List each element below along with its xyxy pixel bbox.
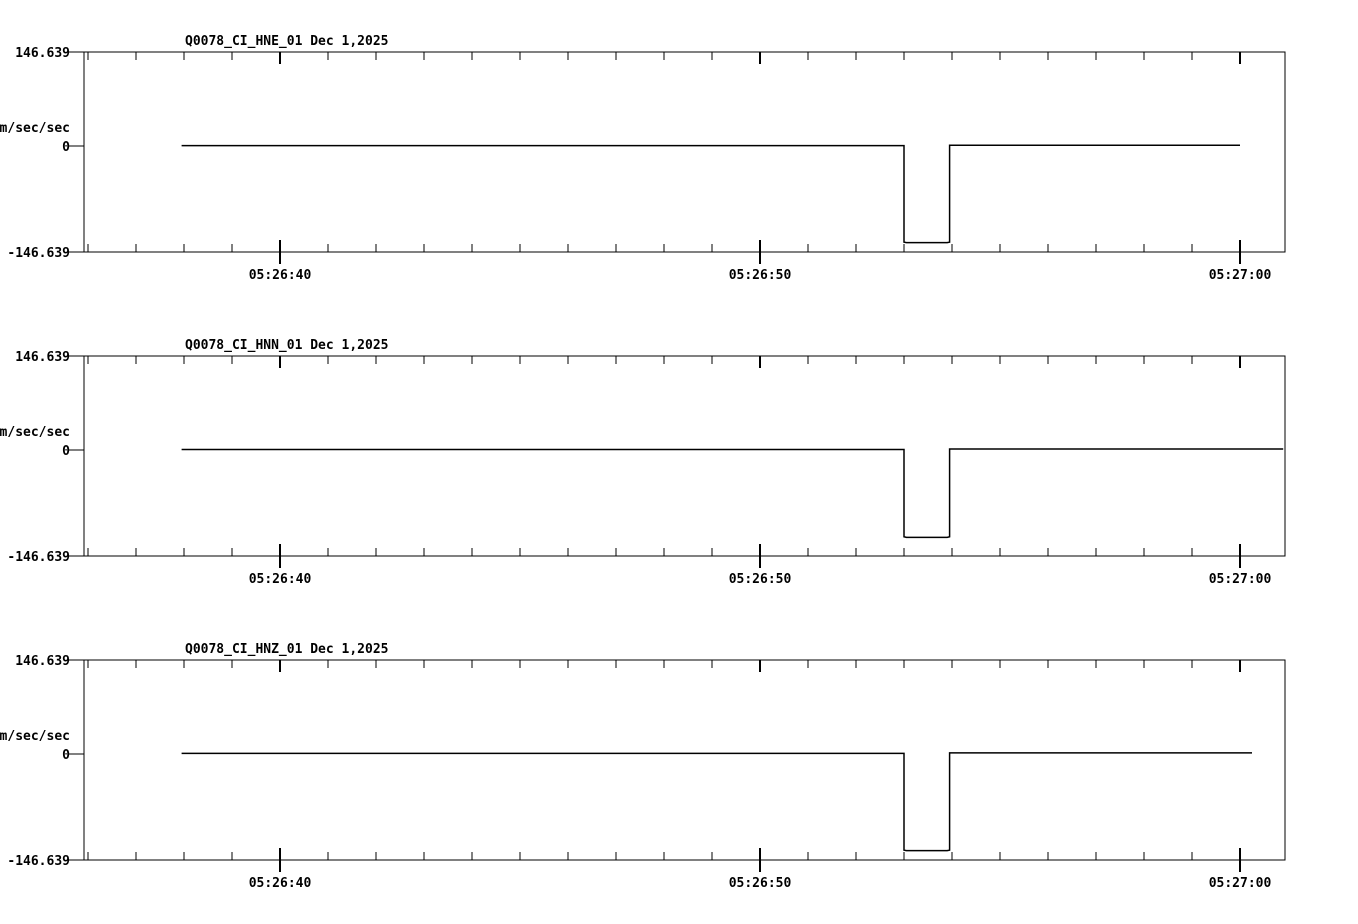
y-axis-min-label: -146.639 xyxy=(7,854,70,869)
waveform-trace xyxy=(181,448,1284,539)
seismogram-panel-hne: Q0078_CI_HNE_01 Dec 1,2025 146.639 cm/sec/… xyxy=(0,0,1358,300)
y-axis-units-label: cm/sec/sec xyxy=(0,121,70,136)
x-axis-tick-label: 05:27:00 xyxy=(1209,572,1272,587)
waveform-trace xyxy=(181,752,1252,852)
y-tick-marks xyxy=(68,51,84,253)
panel-title: Q0078_CI_HNN_01 Dec 1,2025 xyxy=(185,338,389,353)
y-tick-marks xyxy=(68,355,84,557)
y-axis-max-label: 146.639 xyxy=(15,350,70,365)
y-axis-max-label: 146.639 xyxy=(15,654,70,669)
y-axis-zero-label: 0 xyxy=(62,748,70,763)
x-axis-tick-label: 05:27:00 xyxy=(1209,876,1272,891)
x-axis-tick-label: 05:26:50 xyxy=(729,268,792,283)
y-tick-marks xyxy=(68,659,84,861)
y-axis-min-label: -146.639 xyxy=(7,246,70,261)
plot-frame xyxy=(83,51,1286,253)
x-tick-marks xyxy=(87,660,1241,872)
plot-frame xyxy=(83,659,1286,861)
y-axis-min-label: -146.639 xyxy=(7,550,70,565)
y-axis-zero-label: 0 xyxy=(62,444,70,459)
plot-frame xyxy=(83,355,1286,557)
x-axis-tick-label: 05:26:40 xyxy=(249,876,312,891)
y-axis-zero-label: 0 xyxy=(62,140,70,155)
plot-area: Q0078_CI_HNZ_01 Dec 1,2025 146.639 cm/sec/… xyxy=(0,642,1286,891)
x-tick-marks xyxy=(87,356,1241,568)
x-axis-tick-label: 05:26:40 xyxy=(249,268,312,283)
x-tick-marks xyxy=(87,52,1241,264)
y-axis-units-label: cm/sec/sec xyxy=(0,729,70,744)
seismogram-panel-hnz: Q0078_CI_HNZ_01 Dec 1,2025 146.639 cm/sec/… xyxy=(0,608,1358,908)
x-axis-tick-label: 05:26:50 xyxy=(729,876,792,891)
x-axis-tick-label: 05:27:00 xyxy=(1209,268,1272,283)
y-axis-units-label: cm/sec/sec xyxy=(0,425,70,440)
seismogram-panel-hnn: Q0078_CI_HNN_01 Dec 1,2025 146.639 cm/sec/… xyxy=(0,304,1358,604)
waveform-trace xyxy=(181,144,1240,244)
y-axis-max-label: 146.639 xyxy=(15,46,70,61)
x-axis-tick-label: 05:26:50 xyxy=(729,572,792,587)
plot-area: Q0078_CI_HNN_01 Dec 1,2025 146.639 cm/sec/… xyxy=(0,338,1286,587)
panel-title: Q0078_CI_HNZ_01 Dec 1,2025 xyxy=(185,642,389,657)
panel-title: Q0078_CI_HNE_01 Dec 1,2025 xyxy=(185,34,389,49)
plot-area: Q0078_CI_HNE_01 Dec 1,2025 146.639 cm/sec/… xyxy=(0,34,1286,283)
x-axis-tick-label: 05:26:40 xyxy=(249,572,312,587)
